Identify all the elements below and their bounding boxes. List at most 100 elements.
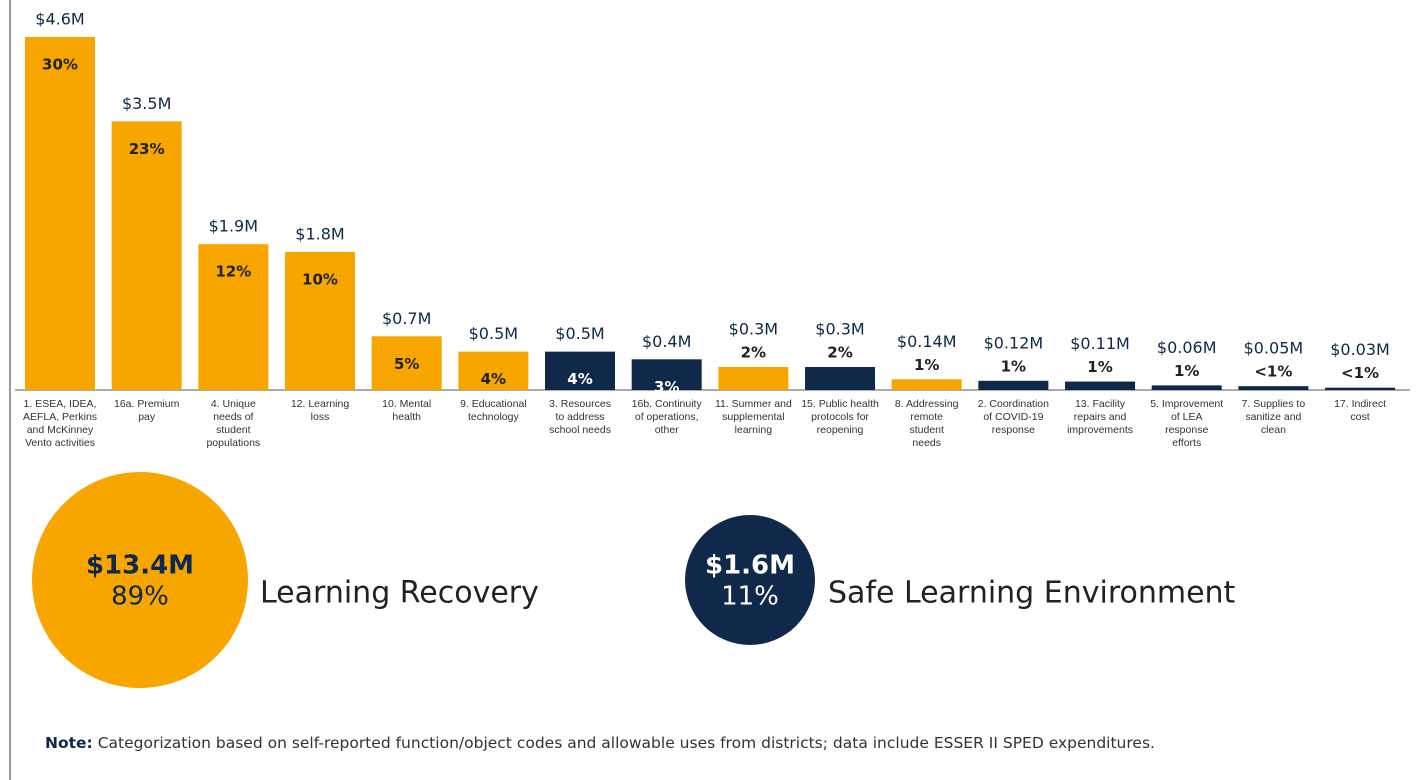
- category-label: repairs and: [1074, 411, 1127, 423]
- share-label: 4%: [481, 370, 506, 388]
- category-label: AEFLA, Perkins: [23, 411, 97, 423]
- summary-circle: [685, 515, 815, 645]
- value-label: $0.14M: [897, 332, 957, 351]
- bar: [631, 359, 702, 390]
- share-label: 4%: [567, 370, 592, 388]
- note-text: Categorization based on self-reported fu…: [97, 734, 1155, 752]
- value-label: $0.3M: [815, 319, 864, 338]
- category-label: technology: [468, 411, 520, 423]
- value-label: $1.8M: [295, 224, 344, 243]
- bar: [458, 351, 529, 390]
- bar: [371, 336, 442, 390]
- value-label: $1.9M: [209, 217, 258, 236]
- category-label: response: [1165, 424, 1208, 436]
- bar: [1065, 381, 1136, 390]
- category-label: supplemental: [722, 411, 784, 423]
- category-label: health: [392, 411, 421, 423]
- value-label: $0.11M: [1070, 334, 1130, 353]
- category-label: Vento activities: [25, 437, 95, 449]
- category-label: 12. Learning: [291, 398, 350, 410]
- bar: [111, 121, 182, 391]
- share-label: 5%: [394, 355, 419, 373]
- summary-share: 89%: [111, 582, 169, 612]
- share-label: 23%: [129, 140, 165, 158]
- bar: [1151, 385, 1222, 390]
- category-label: of operations,: [635, 411, 699, 423]
- category-label: protocols for: [811, 411, 869, 423]
- category-label: 9. Educational: [460, 398, 527, 410]
- share-label: 1%: [914, 356, 939, 374]
- category-label: student: [909, 424, 944, 436]
- category-label: 5. Improvement: [1150, 398, 1223, 410]
- category-label: cost: [1350, 411, 1369, 423]
- category-label: 2. Coordination: [978, 398, 1049, 410]
- category-label: 16a. Premium: [114, 398, 180, 410]
- share-label: 1%: [1174, 362, 1199, 380]
- value-label: $0.3M: [729, 319, 778, 338]
- category-label: to address: [556, 411, 605, 423]
- value-label: $0.12M: [984, 333, 1044, 352]
- category-label: needs: [912, 437, 941, 449]
- category-label: other: [655, 424, 679, 436]
- share-label: 3%: [654, 378, 679, 396]
- category-label: 17. Indirect: [1334, 398, 1386, 410]
- share-label: 30%: [42, 56, 78, 74]
- value-label: $3.5M: [122, 94, 171, 113]
- category-label: 1. ESEA, IDEA,: [24, 398, 97, 410]
- bar: [198, 244, 269, 390]
- summary-name: Safe Learning Environment: [828, 576, 1236, 611]
- value-label: $0.5M: [469, 324, 518, 343]
- bar: [718, 366, 789, 390]
- category-label: learning: [735, 424, 773, 436]
- value-label: $0.7M: [382, 309, 431, 328]
- share-label: <1%: [1254, 363, 1292, 381]
- summary-value: $13.4M: [86, 551, 194, 581]
- category-label: school needs: [549, 424, 611, 436]
- value-label: $0.03M: [1330, 340, 1390, 359]
- category-label: 8. Addressing: [895, 398, 959, 410]
- category-label: 10. Mental: [382, 398, 431, 410]
- category-label: loss: [311, 411, 330, 423]
- category-label: 15. Public health: [801, 398, 879, 410]
- value-label: $0.06M: [1157, 338, 1217, 357]
- category-label: sanitize and: [1245, 411, 1301, 423]
- category-label: response: [992, 424, 1035, 436]
- share-label: 12%: [215, 263, 251, 281]
- summary-share: 11%: [721, 582, 779, 612]
- value-label: $4.6M: [35, 10, 84, 29]
- category-label: 11. Summer and: [715, 398, 792, 410]
- category-label: and McKinney: [27, 424, 94, 436]
- category-label: student: [216, 424, 251, 436]
- note: Note: Categorization based on self-repor…: [45, 733, 1223, 754]
- category-label: 16b. Continuity: [632, 398, 703, 410]
- share-label: 10%: [302, 270, 338, 288]
- summary-value: $1.6M: [705, 551, 795, 581]
- value-label: $0.4M: [642, 332, 691, 351]
- note-label: Note:: [45, 734, 93, 752]
- share-label: <1%: [1341, 364, 1379, 382]
- category-label: pay: [138, 411, 156, 423]
- share-label: 2%: [741, 343, 766, 361]
- bar: [978, 380, 1049, 390]
- bar: [1238, 386, 1309, 390]
- category-label: efforts: [1172, 437, 1201, 449]
- summary-name: Learning Recovery: [260, 576, 539, 611]
- category-label: improvements: [1067, 424, 1133, 436]
- share-label: 1%: [1001, 357, 1026, 375]
- category-label: 13. Facility: [1075, 398, 1126, 410]
- bar: [285, 251, 356, 390]
- bar: [805, 366, 876, 390]
- bar: [891, 379, 962, 390]
- category-label: clean: [1261, 424, 1286, 436]
- category-label: 3. Resources: [549, 398, 611, 410]
- share-label: 2%: [827, 343, 852, 361]
- category-label: of LEA: [1171, 411, 1203, 423]
- category-label: remote: [910, 411, 943, 423]
- category-label: 7. Supplies to: [1242, 398, 1306, 410]
- bar: [1325, 387, 1396, 390]
- share-label: 1%: [1087, 358, 1112, 376]
- category-label: 4. Unique: [211, 398, 256, 410]
- category-label: of COVID-19: [983, 411, 1043, 423]
